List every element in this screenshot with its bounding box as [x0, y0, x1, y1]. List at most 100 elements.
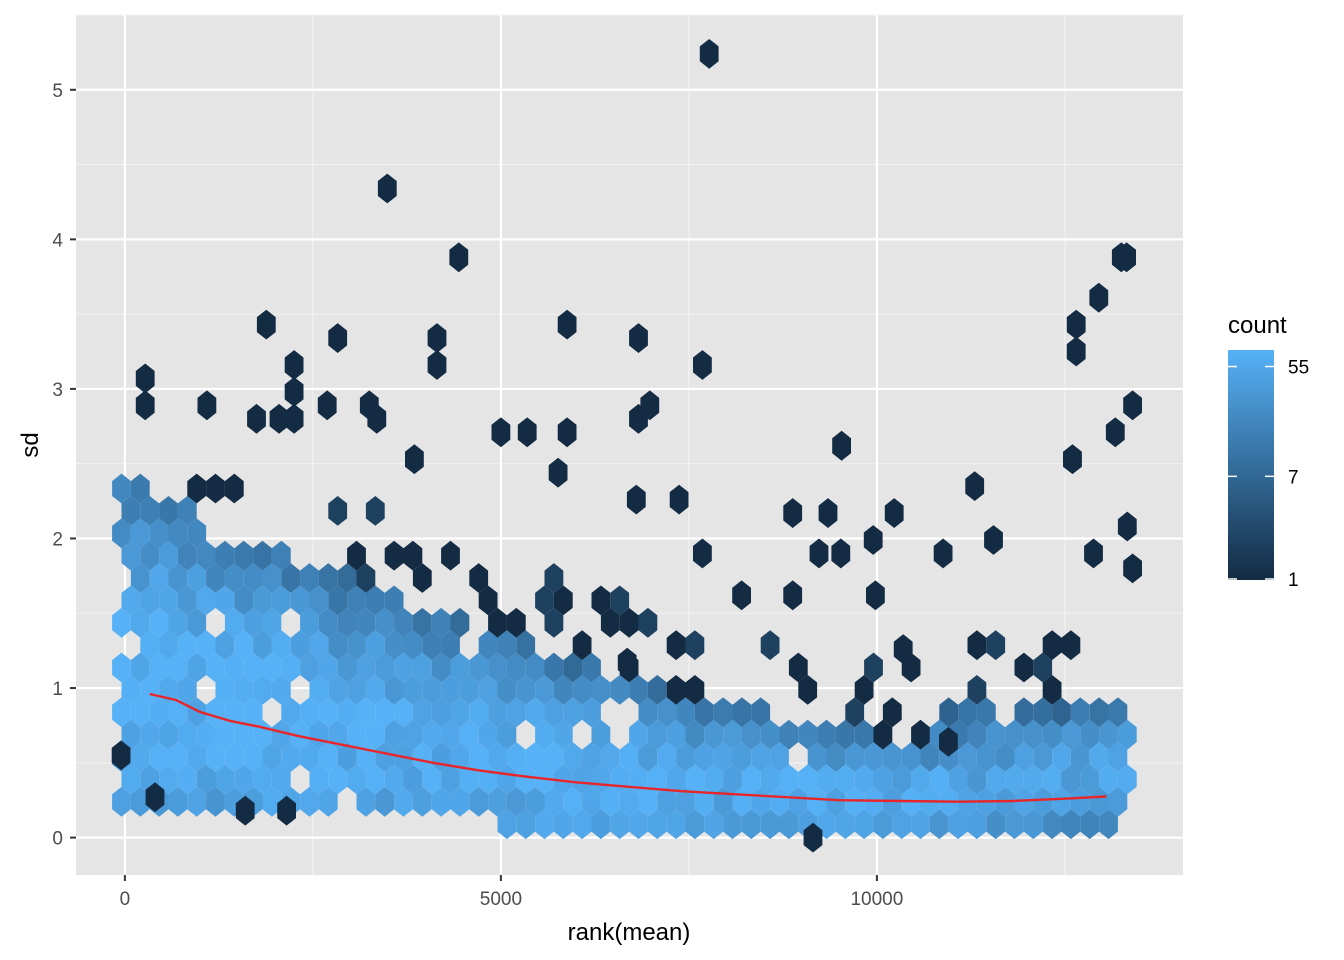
hexbin-cell — [243, 607, 263, 638]
hexbin-cell — [112, 697, 131, 728]
hexbin-cell — [234, 719, 254, 750]
hexbin-cell — [525, 652, 545, 683]
hexbin-cell — [384, 764, 404, 795]
hexbin-cell — [403, 764, 423, 795]
hexbin-cell — [1117, 719, 1137, 750]
hexbin-cell — [1099, 719, 1118, 750]
hexbin-cell — [168, 697, 188, 728]
hexbin-cell — [741, 809, 761, 840]
hexbin-cell — [525, 697, 545, 728]
hexbin-cell — [159, 630, 178, 661]
hexbin-cell-outlier — [933, 538, 953, 569]
hexbin-cell — [365, 630, 385, 661]
hexbin-cell — [347, 585, 366, 616]
hexbin-cell — [770, 742, 789, 772]
hexbin-cell — [582, 786, 601, 817]
hexbin-cell — [206, 563, 225, 593]
hexbin-cell — [403, 675, 423, 705]
y-axis: 0 1 2 3 4 5 — [52, 81, 76, 850]
hexbin-cell — [394, 786, 413, 817]
hexbin-cell — [939, 697, 959, 728]
hexbin-cell — [600, 742, 620, 772]
hexbin-cell — [713, 697, 733, 728]
hexbin-cell — [159, 719, 178, 750]
hexbin-cell — [1108, 786, 1128, 817]
hexbin-cell — [779, 764, 799, 795]
hexbin-cell — [1061, 719, 1081, 750]
hexbin-cell — [958, 697, 977, 728]
hexbin-cell — [234, 540, 254, 571]
hexbin-cell — [582, 652, 601, 683]
hexbin-cell — [337, 652, 357, 683]
hexbin-cell — [835, 809, 855, 840]
hexbin-cell — [121, 585, 141, 616]
hexbin-cell — [140, 540, 160, 571]
hexbin-cell — [544, 563, 564, 593]
hexbin-cell-outlier — [328, 323, 348, 353]
hexbin-cell-outlier — [269, 403, 289, 434]
hexbin-cell-outlier — [449, 242, 469, 273]
hexbin-cell — [384, 630, 404, 661]
hexbin-cell — [215, 764, 235, 795]
hexbin-cell — [563, 697, 583, 728]
hexbin-cell — [1014, 742, 1034, 772]
hexbin-cell — [177, 585, 197, 616]
hexbin-cell — [478, 719, 498, 750]
hexbin-cell — [187, 786, 207, 817]
hexbin-cell — [845, 742, 865, 772]
hexbin-cell — [130, 742, 150, 772]
hexbin-cell — [168, 786, 188, 817]
hexbin-cell — [243, 697, 263, 728]
hexbin-cell — [375, 697, 395, 728]
hexbin-cell — [967, 630, 987, 661]
hexbin-cell — [290, 719, 310, 750]
hexbin-cell — [488, 786, 507, 817]
hexbin-cell — [112, 652, 131, 683]
trend-path — [149, 692, 1107, 803]
hexbin-cell-outlier — [517, 417, 537, 448]
hexbin-cell — [1080, 719, 1100, 750]
hexbin-cell — [121, 764, 141, 795]
y-tick-label: 2 — [52, 529, 63, 550]
hexbin-cell — [976, 697, 996, 728]
hexbin-cell — [544, 786, 564, 817]
hexbin-cell — [375, 742, 395, 772]
hexbin-cell — [1014, 652, 1034, 683]
hexbin-cell — [187, 697, 207, 728]
y-tick-label: 3 — [52, 380, 63, 401]
hexbin-cell — [431, 652, 451, 683]
hexbin-cell — [347, 764, 366, 795]
hexbin-cell — [516, 809, 536, 840]
hexbin-cell-outlier — [548, 457, 568, 488]
hexbin-cell — [1070, 742, 1090, 772]
hexbin-cell — [140, 719, 160, 750]
hexbin-cell — [384, 585, 404, 616]
hexbin-cell — [328, 496, 348, 526]
hexbin-cell — [168, 563, 188, 593]
hexbin-cell-outlier — [405, 444, 424, 475]
hexbin-cell — [412, 786, 432, 817]
hexbin-cell-outlier — [1084, 538, 1103, 569]
hexbin-cell-outlier — [235, 795, 255, 826]
hexbin-cell — [600, 607, 620, 638]
hexbin-cell — [911, 764, 930, 795]
hexbin-cell-outlier — [783, 498, 803, 528]
hexbin-cell — [657, 697, 677, 728]
hexbin-cell — [365, 675, 385, 705]
hexbin-cell — [112, 518, 131, 549]
hexbin-cell — [337, 742, 357, 772]
hexbin-cell — [1080, 809, 1100, 840]
hexbin-cell — [741, 764, 761, 795]
hexbin-cell — [798, 675, 818, 705]
hexbin-cell — [337, 607, 357, 638]
hexbin-cell — [290, 585, 310, 616]
hexbin-cell-outlier — [939, 727, 958, 757]
hexbin-cell — [356, 697, 376, 728]
hexbin-cell — [506, 786, 526, 817]
hexbin-cell — [497, 809, 517, 840]
hexbin-cell — [929, 764, 949, 795]
hexbin-cell — [300, 563, 319, 593]
hexbin-cell — [168, 607, 188, 638]
hexbin-cell — [516, 630, 536, 661]
hexbin-cell-outlier — [732, 580, 751, 611]
